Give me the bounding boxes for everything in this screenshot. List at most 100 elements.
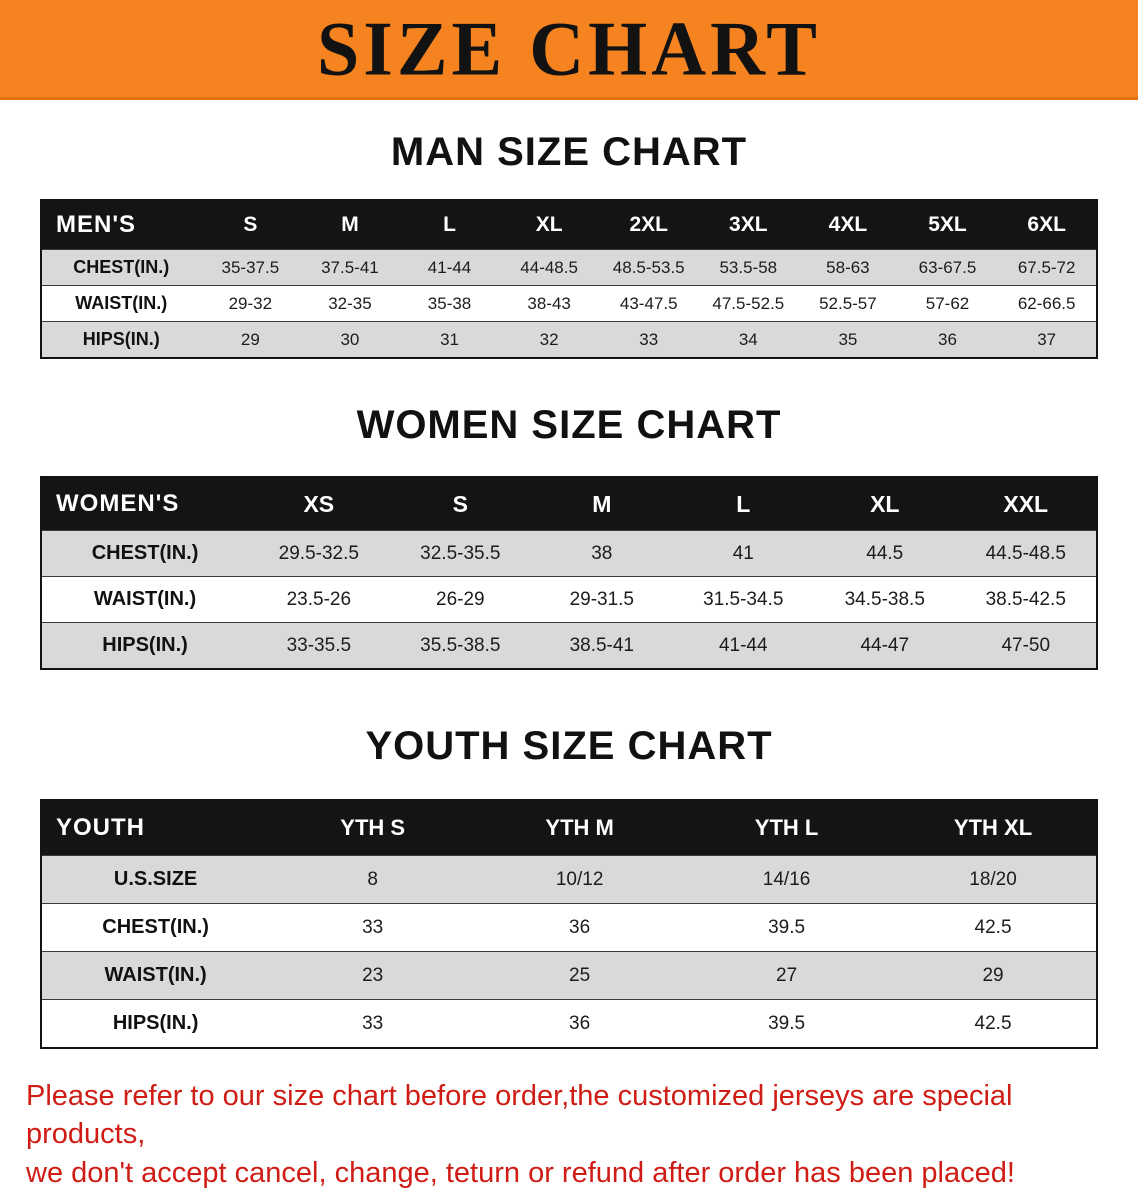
value-cell: 58-63 (826, 257, 870, 277)
size-column-header: XS (303, 490, 335, 517)
value-cell: 8 (367, 868, 378, 890)
value-cell: 43-47.5 (619, 293, 678, 313)
table-title-cell: WOMEN'S (56, 490, 180, 517)
value-cell: 41-44 (718, 634, 768, 656)
table-header-row: WOMEN'S XS S M L XL XXL (41, 477, 1097, 531)
size-column-header: L (443, 213, 456, 236)
measurement-row: U.S.SIZE 8 10/12 14/16 18/20 (41, 855, 1097, 904)
value-cell: 29 (982, 964, 1004, 986)
size-column-header: XL (535, 213, 563, 236)
measurement-row: HIPS(IN.) 29 30 31 32 33 34 35 36 37 (41, 321, 1097, 358)
table-header-row: MEN'S S M L XL 2XL 3XL 4XL 5XL 6XL (41, 200, 1097, 250)
value-cell: 35 (838, 329, 858, 349)
measurement-row: WAIST(IN.) 23 25 27 29 (41, 951, 1097, 1000)
value-cell: 23.5-26 (286, 588, 352, 610)
value-cell: 29.5-32.5 (278, 542, 359, 564)
value-cell: 36 (938, 329, 957, 349)
value-cell: 44-48.5 (520, 257, 578, 277)
value-cell: 23 (362, 964, 384, 986)
value-cell: 33 (362, 916, 384, 938)
value-cell: 42.5 (974, 1012, 1012, 1034)
disclaimer-line-1: Please refer to our size chart before or… (26, 1080, 1013, 1151)
value-cell: 41-44 (427, 257, 472, 277)
row-label: HIPS(IN.) (112, 1012, 199, 1034)
value-cell: 37.5-41 (321, 257, 379, 277)
value-cell: 27 (776, 964, 798, 986)
value-cell: 35.5-38.5 (420, 634, 501, 656)
value-cell: 39.5 (768, 916, 806, 938)
value-cell: 52.5-57 (819, 293, 877, 313)
value-cell: 33-35.5 (286, 634, 352, 656)
value-cell: 31.5-34.5 (703, 588, 784, 610)
value-cell: 38.5-41 (569, 634, 635, 656)
youth-section-heading: YOUTH SIZE CHART (365, 724, 773, 768)
value-cell: 33 (362, 1012, 384, 1034)
value-cell: 26-29 (436, 588, 485, 610)
value-cell: 29 (240, 329, 260, 349)
size-column-header: 3XL (729, 213, 768, 236)
value-cell: 29-32 (228, 293, 273, 313)
page-title: SIZE CHART (316, 5, 821, 92)
measurement-row: HIPS(IN.) 33 36 39.5 42.5 (41, 999, 1097, 1048)
value-cell: 36 (569, 916, 591, 938)
disclaimer-line-2: we don't accept cancel, change, teturn o… (26, 1156, 1015, 1189)
youth-size-section: YOUTH SIZE CHART YOUTH YTH S YTH M YTH L YTH… (0, 724, 1138, 1049)
value-cell: 44-47 (860, 634, 910, 656)
value-cell: 38.5-42.5 (985, 588, 1066, 610)
value-cell: 32 (539, 329, 559, 349)
value-cell: 38-43 (527, 293, 571, 313)
row-label: U.S.SIZE (113, 868, 198, 890)
value-cell: 44.5-48.5 (985, 542, 1066, 564)
measurement-row: HIPS(IN.) 33-35.5 35.5-38.5 38.5-41 41-44 44-… (41, 622, 1097, 669)
value-cell: 48.5-53.5 (612, 257, 685, 277)
size-column-header: YTH M (545, 815, 614, 840)
value-cell: 29-31.5 (569, 588, 635, 610)
measurement-row: CHEST(IN.) 33 36 39.5 42.5 (41, 903, 1097, 952)
size-column-header: XXL (1003, 490, 1049, 517)
men-size-section: MAN SIZE CHART MEN'S S M L XL 2XL 3XL 4XL 5XL 6XL… (0, 130, 1138, 359)
value-cell: 47-50 (1001, 634, 1051, 656)
value-cell: 42.5 (974, 916, 1012, 938)
disclaimer-note: Please refer to our size chart before or… (26, 1077, 1118, 1192)
row-label: CHEST(IN.) (73, 257, 170, 277)
value-cell: 67.5-72 (1017, 257, 1076, 277)
value-cell: 53.5-58 (719, 257, 778, 277)
size-column-header: S (243, 213, 258, 236)
women-size-section: WOMEN SIZE CHART WOMEN'S XS S M L XL XXL CHEST(… (0, 403, 1138, 670)
row-label: HIPS(IN.) (82, 329, 160, 349)
value-cell: 44.5 (866, 542, 904, 564)
women-section-heading: WOMEN SIZE CHART (356, 403, 782, 447)
size-column-header: 6XL (1027, 213, 1066, 236)
row-label: CHEST(IN.) (102, 916, 209, 938)
value-cell: 38 (591, 542, 613, 564)
measurement-row: CHEST(IN.) 35-37.5 37.5-41 41-44 44-48.5 48.5… (41, 249, 1097, 286)
value-cell: 30 (340, 329, 360, 349)
row-label: CHEST(IN.) (91, 542, 199, 564)
men-section-heading: MAN SIZE CHART (390, 130, 748, 174)
size-column-header: YTH S (340, 815, 406, 840)
value-cell: 34 (738, 329, 758, 349)
size-column-header: M (592, 490, 612, 517)
value-cell: 35-38 (427, 293, 472, 313)
measurement-row: WAIST(IN.) 29-32 32-35 35-38 38-43 43-47.5 47.… (41, 285, 1097, 322)
women-size-table: WOMEN'S XS S M L XL XXL CHEST(IN.) 29.5-32.5 32.5… (40, 476, 1098, 670)
value-cell: 41 (732, 542, 754, 564)
value-cell: 37 (1037, 329, 1057, 349)
value-cell: 47.5-52.5 (712, 293, 785, 313)
table-title-cell: YOUTH (56, 814, 145, 841)
youth-size-table: YOUTH YTH S YTH M YTH L YTH XL U.S.SIZE 8 10/12… (40, 799, 1098, 1049)
size-column-header: L (736, 490, 751, 517)
size-column-header: YTH XL (953, 815, 1033, 840)
measurement-row: CHEST(IN.) 29.5-32.5 32.5-35.5 38 41 44.5 44.5… (41, 530, 1097, 577)
size-column-header: 4XL (828, 213, 868, 236)
value-cell: 31 (440, 329, 459, 349)
men-size-table: MEN'S S M L XL 2XL 3XL 4XL 5XL 6XL CHEST(IN.) 35-37… (40, 199, 1098, 359)
row-label: WAIST(IN.) (75, 293, 168, 313)
size-column-header: 2XL (629, 213, 668, 236)
size-column-header: XL (870, 490, 900, 517)
value-cell: 36 (569, 1012, 591, 1034)
table-title-cell: MEN'S (56, 211, 137, 238)
table-header-row: YOUTH YTH S YTH M YTH L YTH XL (41, 800, 1097, 856)
measurement-row: WAIST(IN.) 23.5-26 26-29 29-31.5 31.5-34.5 34… (41, 576, 1097, 623)
